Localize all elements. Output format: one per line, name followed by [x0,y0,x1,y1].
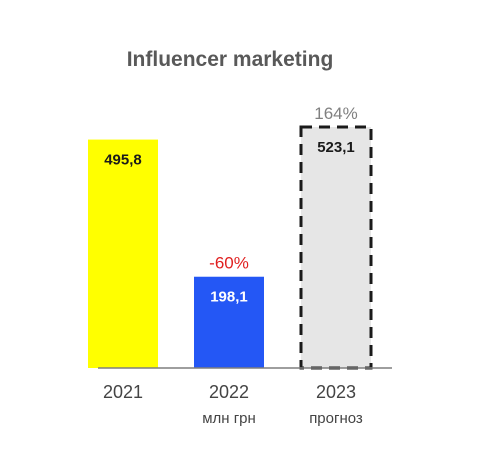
bar-2021 [88,139,158,368]
chart-title: Influencer marketing [127,48,334,71]
x-tick-label-2023: 2023 [316,382,356,402]
bar-2023 [299,125,373,370]
bar-value-label-2023: 523,1 [317,139,355,156]
x-tick-label-2022: 2022 [209,382,249,402]
x-sub-label-2023: прогноз [309,410,363,427]
bar-value-label-2021: 495,8 [104,152,142,169]
x-tick-label-2021: 2021 [103,382,143,402]
change-label-2022: -60% [209,254,249,273]
labels-layer: 495,8 2021 198,1 -60% 2022 млн грн 523,1 164% 20… [103,104,363,427]
x-sub-label-2022: млн грн [202,410,256,427]
bar-2022 [194,276,264,368]
bar-value-label-2022: 198,1 [210,289,248,306]
bars-layer [88,125,373,370]
change-label-2023: 164% [314,104,357,123]
